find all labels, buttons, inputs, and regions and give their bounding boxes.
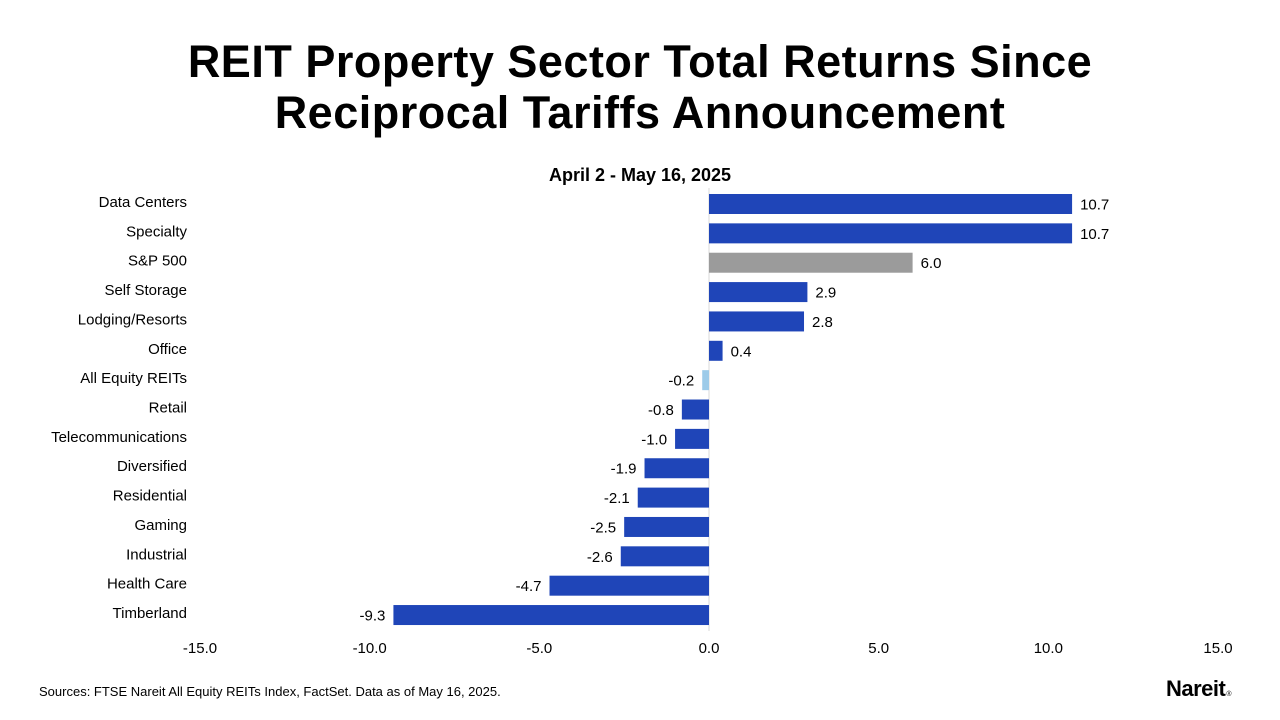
category-label: Retail bbox=[149, 400, 187, 417]
bar bbox=[709, 194, 1073, 214]
category-label: Office bbox=[148, 341, 187, 358]
nareit-logo: Nareit® bbox=[1166, 676, 1231, 702]
x-tick-label: 10.0 bbox=[1034, 640, 1063, 657]
value-label: 2.8 bbox=[812, 314, 833, 331]
bar bbox=[709, 252, 913, 273]
category-label: Residential bbox=[113, 488, 187, 505]
x-tick-label: -10.0 bbox=[353, 640, 387, 657]
category-label: Data Centers bbox=[99, 194, 187, 211]
category-label: Telecommunications bbox=[51, 429, 187, 446]
registered-mark: ® bbox=[1226, 691, 1232, 698]
value-label: 0.4 bbox=[731, 343, 752, 360]
bar bbox=[549, 575, 709, 596]
bar bbox=[681, 399, 709, 420]
value-label: -2.5 bbox=[590, 519, 616, 536]
value-label: -9.3 bbox=[360, 608, 386, 625]
bars-group bbox=[393, 194, 1073, 626]
category-label: S&P 500 bbox=[128, 253, 187, 270]
x-tick-label: -15.0 bbox=[183, 640, 217, 657]
x-tick-label: 15.0 bbox=[1203, 640, 1232, 657]
bar bbox=[644, 458, 709, 479]
value-label: -2.6 bbox=[587, 549, 613, 566]
x-axis-ticks: -15.0 -10.0 -5.0 0.0 5.0 10.0 15.0 bbox=[183, 640, 1233, 657]
category-label: Diversified bbox=[117, 458, 187, 475]
value-label: 6.0 bbox=[921, 255, 942, 272]
value-label: 10.7 bbox=[1080, 226, 1109, 243]
chart-title-line-2: Reciprocal Tariffs Announcement bbox=[274, 87, 1006, 138]
value-label: -0.2 bbox=[668, 373, 694, 390]
bar bbox=[624, 516, 709, 537]
bar bbox=[637, 487, 709, 508]
x-tick-label: 0.0 bbox=[699, 640, 720, 657]
x-tick-label: 5.0 bbox=[868, 640, 889, 657]
category-label: All Equity REITs bbox=[80, 370, 187, 387]
bar bbox=[709, 223, 1073, 244]
category-label: Timberland bbox=[113, 605, 187, 622]
bar bbox=[709, 282, 808, 303]
value-label: -2.1 bbox=[604, 490, 630, 507]
value-label: -1.9 bbox=[611, 461, 637, 478]
logo-text: Nareit bbox=[1166, 676, 1226, 701]
category-labels: Data Centers Specialty S&P 500 Self Storage… bbox=[51, 194, 187, 622]
bar bbox=[393, 605, 709, 626]
value-label: -0.8 bbox=[648, 402, 674, 419]
chart-subtitle: April 2 - May 16, 2025 bbox=[549, 165, 731, 185]
category-label: Health Care bbox=[107, 576, 187, 593]
bar bbox=[702, 370, 709, 391]
category-label: Self Storage bbox=[104, 282, 187, 299]
bar bbox=[709, 311, 805, 332]
chart-title-line-1: REIT Property Sector Total Returns Since bbox=[187, 36, 1093, 87]
x-tick-label: -5.0 bbox=[526, 640, 552, 657]
bar bbox=[675, 428, 709, 449]
value-labels: 10.7 10.7 6.0 2.9 2.8 0.4 -0.2 -0.8 -1.0-1.9 -2.1… bbox=[360, 197, 1110, 625]
value-label: -1.0 bbox=[641, 431, 667, 448]
bar bbox=[620, 546, 709, 567]
category-label: Lodging/Resorts bbox=[78, 311, 187, 328]
category-label: Gaming bbox=[134, 517, 187, 534]
chart-title: REIT Property Sector Total Returns Since… bbox=[0, 36, 1280, 138]
category-label: Specialty bbox=[126, 223, 187, 240]
value-label: 2.9 bbox=[815, 285, 836, 302]
value-label: -4.7 bbox=[516, 578, 542, 595]
value-label: 10.7 bbox=[1080, 197, 1109, 214]
category-label: Industrial bbox=[126, 546, 187, 563]
bar bbox=[709, 340, 723, 361]
source-note: Sources: FTSE Nareit All Equity REITs In… bbox=[39, 684, 501, 699]
